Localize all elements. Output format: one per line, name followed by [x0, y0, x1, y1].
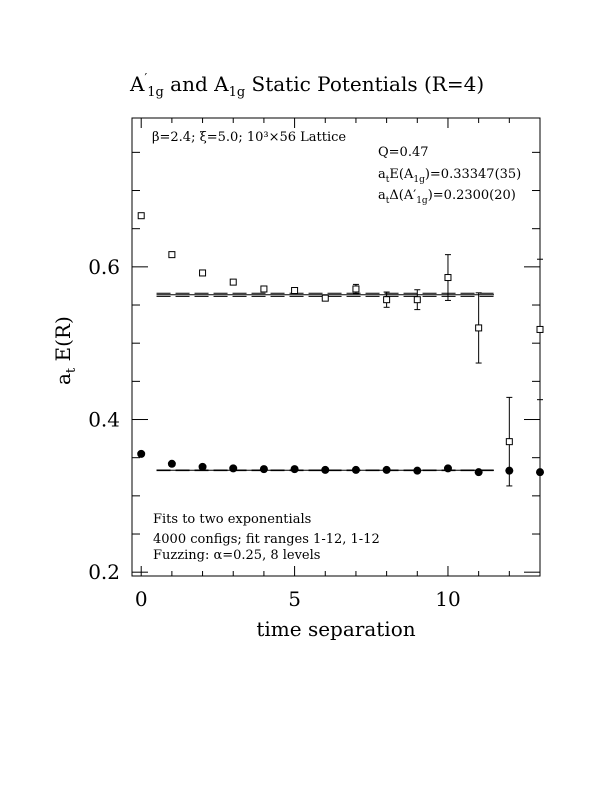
data-point-square [352, 285, 360, 293]
data-point-circle [536, 468, 544, 477]
fuzzing-annotation: Fuzzing: α=0.25, 8 levels [153, 548, 320, 563]
data-point-square [536, 325, 544, 333]
axis-tick-labels: 0 5 10 0.2 0.4 0.6 [88, 255, 461, 611]
energy-annotation: atE(A1g)=0.33347(35) [378, 167, 521, 185]
q-annotation: Q=0.47 [378, 145, 429, 160]
x-axis-label: time separation [256, 617, 415, 641]
data-point-circle [505, 466, 514, 475]
y-axis-label: at E(R) [51, 316, 79, 385]
data-point-circle [167, 459, 176, 468]
data-point-square [229, 278, 237, 286]
chart-title: A′1g and A1g Static Potentials (R=4) [129, 71, 484, 100]
configs-annotation: 4000 configs; fit ranges 1-12, 1-12 [153, 532, 380, 547]
data-point-circle [137, 449, 146, 458]
data-point-square [475, 324, 483, 332]
data-point-square [321, 294, 329, 302]
lattice-annotation: β=2.4; ξ=5.0; 10³×56 Lattice [152, 130, 346, 145]
data-point-square [413, 296, 421, 304]
data-point-square [168, 251, 176, 259]
data-point-circle [351, 465, 360, 474]
data-point-circle [443, 464, 452, 473]
data-point-circle [413, 466, 422, 475]
x-tick-label: 5 [288, 587, 301, 611]
data-point-circle [198, 462, 207, 471]
data-point-circle [229, 464, 238, 473]
data-marks [137, 212, 544, 487]
x-tick-label: 10 [435, 587, 460, 611]
delta-annotation: atΔ(A′1g)=0.2300(20) [378, 188, 516, 206]
y-tick-label: 0.4 [88, 408, 120, 432]
data-point-circle [259, 465, 268, 474]
data-point-square [505, 438, 513, 446]
data-point-circle [474, 468, 483, 477]
data-point-square [444, 274, 452, 282]
data-point-circle [321, 465, 330, 474]
fit-lines [156, 292, 494, 472]
data-point-square [199, 269, 207, 277]
y-tick-label: 0.2 [88, 560, 120, 584]
data-point-square [260, 285, 268, 293]
fits-annotation: Fits to two exponentials [153, 512, 311, 527]
x-tick-label: 0 [135, 587, 148, 611]
data-point-square [291, 287, 299, 295]
data-point-circle [290, 465, 299, 474]
data-point-square [383, 296, 391, 304]
data-point-square [137, 212, 145, 220]
axis-ticks [132, 118, 541, 576]
data-point-circle [382, 465, 391, 474]
y-tick-label: 0.6 [88, 255, 120, 279]
